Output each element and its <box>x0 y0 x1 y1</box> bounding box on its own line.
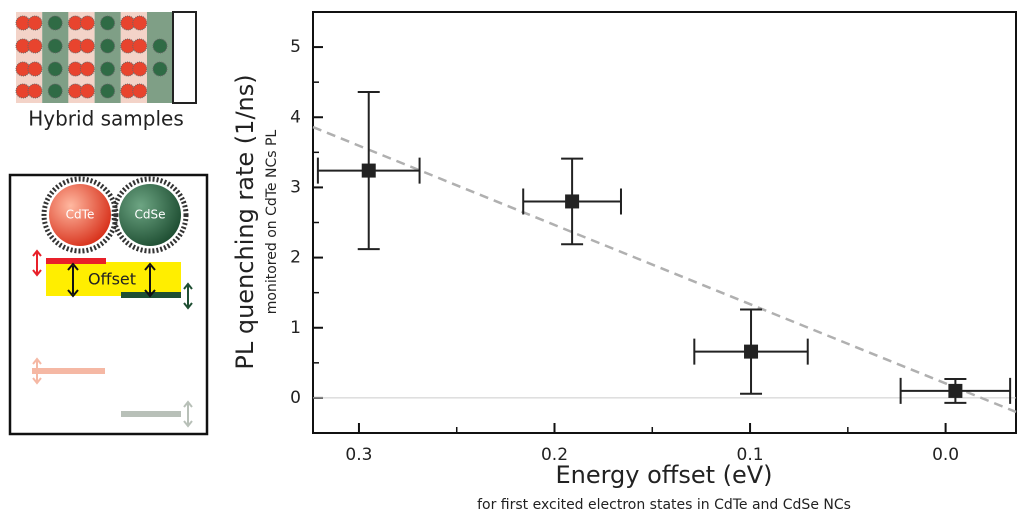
nc-dot <box>100 83 116 99</box>
x-axis-note: for first excited electron states in CdT… <box>477 497 851 513</box>
nc-dot <box>100 15 116 31</box>
nc-dot <box>67 15 83 31</box>
nc-dot <box>132 38 148 54</box>
sample-label: Hybrid samples <box>28 107 184 131</box>
offset-arrows <box>67 262 156 298</box>
nc-dot <box>100 38 116 54</box>
y-axis-label: PL quenching rate (1/ns) <box>231 74 259 369</box>
point <box>948 383 963 398</box>
nc-dot <box>152 38 168 54</box>
trend-line <box>312 125 1017 414</box>
nc-dot <box>67 83 83 99</box>
nc-dot <box>79 38 95 54</box>
nc-dot <box>47 83 63 99</box>
x-tick-label: 0.0 <box>932 445 959 465</box>
x-tick-label: 0.2 <box>541 445 568 465</box>
nc-dot <box>120 61 136 77</box>
nc-dot <box>79 15 95 31</box>
nc-dot <box>27 61 43 77</box>
y-axis-note: monitored on CdTe NCs PL <box>264 130 280 315</box>
y-tick-label: 2 <box>290 248 301 268</box>
plot-frame <box>312 11 1017 434</box>
level-arrow <box>32 357 42 385</box>
nc-dot <box>15 83 31 99</box>
nc-label: CdTe <box>66 208 95 222</box>
nc-dot <box>67 38 83 54</box>
nc-dot <box>47 61 63 77</box>
level-arrow <box>183 400 193 428</box>
nc-dot <box>100 61 116 77</box>
nc-dot <box>47 38 63 54</box>
nc-dot <box>15 15 31 31</box>
level-arrow <box>32 249 42 277</box>
nc-dot <box>152 61 168 77</box>
nc-label: CdSe <box>135 208 166 222</box>
cdse-excited-level <box>121 411 181 417</box>
nc-dot <box>132 61 148 77</box>
level-arrow <box>183 282 193 310</box>
nc-dot <box>120 15 136 31</box>
nc-dot <box>120 83 136 99</box>
nc-dot <box>79 83 95 99</box>
nc-dot <box>120 38 136 54</box>
nc-dot <box>67 61 83 77</box>
cdse-nc <box>119 184 181 246</box>
empty-column <box>172 11 197 104</box>
ligand-shell <box>111 176 189 254</box>
y-tick-label: 0 <box>290 388 301 408</box>
cdte-excited-level <box>32 368 105 374</box>
nc-dot <box>15 38 31 54</box>
nc-dot <box>47 15 63 31</box>
samples-image <box>15 12 174 103</box>
x-tick-label: 0.3 <box>345 445 372 465</box>
nc-dot <box>132 83 148 99</box>
y-tick-label: 4 <box>290 107 301 127</box>
nc-dot <box>79 61 95 77</box>
cdte-level <box>46 258 106 264</box>
point <box>565 194 580 209</box>
offset-label: Offset <box>88 270 136 289</box>
nc-dot <box>27 38 43 54</box>
point <box>744 344 759 359</box>
nc-dot <box>27 83 43 99</box>
nc-dot <box>132 15 148 31</box>
y-tick-label: 5 <box>290 37 301 57</box>
nc-dot <box>15 61 31 77</box>
x-axis-label: Energy offset (eV) <box>555 461 772 489</box>
sample-column <box>147 12 174 103</box>
y-tick-label: 3 <box>290 177 301 197</box>
cdte-nc <box>49 184 111 246</box>
y-tick-label: 1 <box>290 318 301 338</box>
nc-dot <box>27 15 43 31</box>
point <box>361 163 376 178</box>
x-tick-label: 0.1 <box>737 445 764 465</box>
